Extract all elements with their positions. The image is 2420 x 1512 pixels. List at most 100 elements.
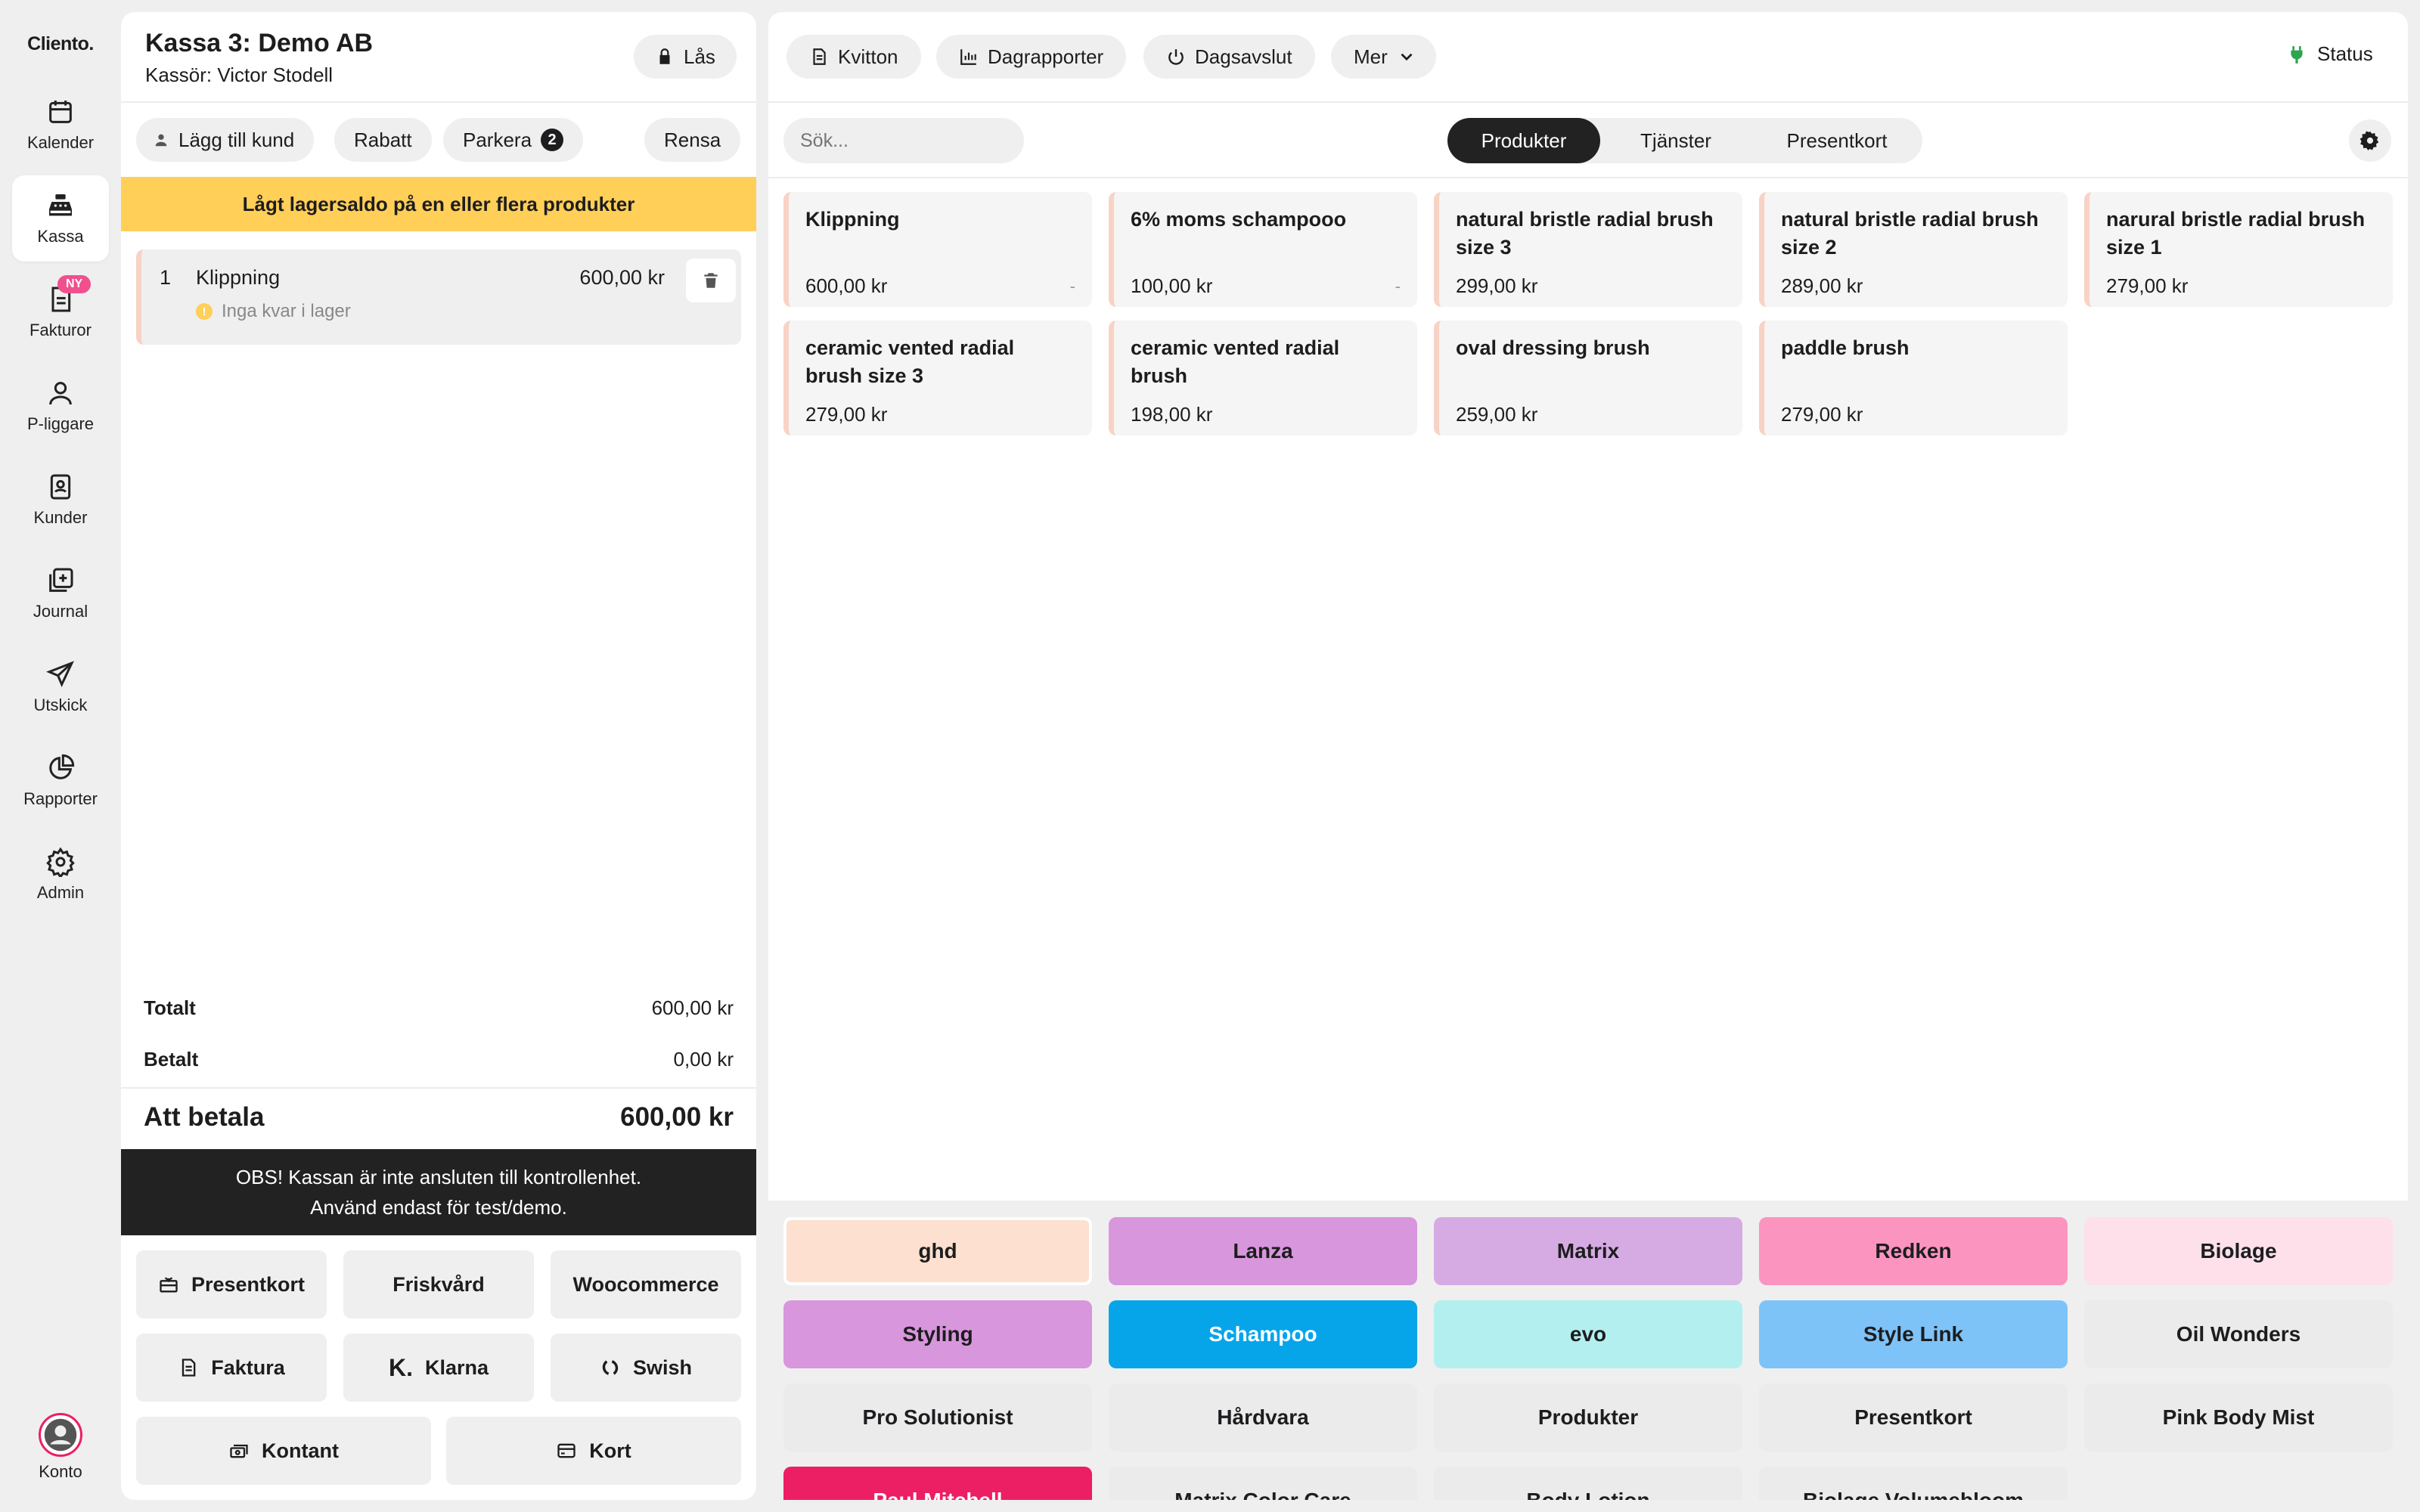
notice-line-1: OBS! Kassan är inte ansluten till kontro… (235, 1166, 642, 1188)
credit-card-icon (557, 1443, 576, 1458)
sidebar-item-rapporter[interactable]: Rapporter (12, 738, 109, 824)
add-customer-button[interactable]: Lägg till kund (136, 118, 315, 162)
product-card[interactable]: 6% moms schampooo 100,00 kr - (1109, 192, 1417, 307)
chart-icon (49, 754, 75, 779)
swish-payment-button[interactable]: Swish (551, 1334, 741, 1402)
contacts-icon (50, 474, 71, 500)
category-button[interactable]: Oil Wonders (2084, 1300, 2393, 1368)
sidebar-item-p-liggare[interactable]: P-liggare (12, 363, 109, 449)
payment-label: Swish (632, 1356, 693, 1379)
search-box[interactable] (783, 118, 1024, 163)
woocommerce-payment-button[interactable]: Woocommerce (551, 1250, 741, 1318)
product-name: ceramic vented radial brush size 3 (805, 336, 1015, 387)
category-button[interactable]: Pro Solutionist (783, 1383, 1092, 1452)
item-stock-note: Inga kvar i lager (222, 301, 351, 321)
test-mode-notice: OBS! Kassan är inte ansluten till kontro… (121, 1149, 756, 1235)
klarna-payment-button[interactable]: K. Klarna (343, 1334, 534, 1402)
category-button[interactable]: Biolage (2084, 1217, 2393, 1285)
category-button[interactable]: ghd (783, 1217, 1092, 1285)
more-dropdown[interactable]: Mer (1331, 35, 1436, 79)
discount-button[interactable]: Rabatt (334, 118, 432, 162)
category-button[interactable]: Paul Mitchell (783, 1467, 1092, 1500)
product-card[interactable]: oval dressing brush 259,00 kr (1434, 321, 1742, 435)
gift-card-icon (160, 1277, 178, 1293)
search-input[interactable] (783, 118, 1024, 163)
sidebar-item-journal[interactable]: Journal (12, 550, 109, 637)
product-card[interactable]: natural bristle radial brush size 3 299,0… (1434, 192, 1742, 307)
item-quantity: 1 (160, 266, 172, 289)
low-stock-warning: Lågt lagersaldo på en eller flera produk… (121, 177, 756, 231)
product-price: 299,00 kr (1456, 274, 1538, 297)
product-card[interactable]: ceramic vented radial brush size 3 279,00… (783, 321, 1092, 435)
category-button[interactable]: Redken (1759, 1217, 2068, 1285)
sidebar-item-kassa[interactable]: Kassa (12, 175, 109, 262)
sidebar-item-kunder[interactable]: Kunder (12, 457, 109, 543)
card-payment-button[interactable]: Kort (446, 1417, 741, 1485)
category-button[interactable]: Schampoo (1109, 1300, 1417, 1368)
amount-due-label: Att betala (144, 1102, 265, 1132)
park-count-badge: 2 (541, 129, 564, 151)
product-price: 279,00 kr (1781, 403, 1863, 426)
plug-icon (2291, 45, 2303, 64)
swish-icon (602, 1360, 619, 1375)
cart-line-item[interactable]: 1 Klippning 600,00 kr ! Inga kvar i lage… (136, 249, 741, 345)
category-button[interactable]: Produkter (1434, 1383, 1742, 1452)
cash-payment-button[interactable]: Kontant (136, 1417, 431, 1485)
product-name: natural bristle radial brush size 2 (1781, 208, 2039, 259)
discount-label: Rabatt (354, 128, 412, 151)
category-button[interactable]: Matrix Color Care (1109, 1467, 1417, 1500)
warning-icon: ! (196, 303, 213, 320)
receipts-button[interactable]: Kvitton (786, 35, 921, 79)
register-title: Kassa 3: Demo AB (145, 29, 374, 57)
category-button[interactable]: Body Lotion (1434, 1467, 1742, 1500)
lock-icon (659, 48, 670, 64)
category-button[interactable]: Presentkort (1759, 1383, 2068, 1452)
avatar-icon (39, 1413, 82, 1457)
settings-button[interactable] (2349, 119, 2391, 162)
sidebar-item-admin[interactable]: Admin (12, 832, 109, 918)
tab-produkter[interactable]: Produkter (1447, 118, 1600, 163)
lock-button[interactable]: Lås (634, 35, 737, 79)
product-card[interactable]: narural bristle radial brush size 1 279,0… (2084, 192, 2393, 307)
day-reports-button[interactable]: Dagrapporter (936, 35, 1127, 79)
tab-presentkort[interactable]: Presentkort (1786, 129, 1888, 152)
gift-card-payment-button[interactable]: Presentkort (136, 1250, 327, 1318)
notice-line-2: Använd endast för test/demo. (310, 1196, 567, 1219)
category-button[interactable]: Style Link (1759, 1300, 2068, 1368)
sidebar-item-fakturor[interactable]: NY Fakturor (12, 269, 109, 355)
sidebar-item-label: Journal (33, 602, 88, 621)
new-badge: NY (57, 275, 92, 293)
invoice-payment-button[interactable]: Faktura (136, 1334, 327, 1402)
category-button[interactable]: Lanza (1109, 1217, 1417, 1285)
park-button[interactable]: Parkera 2 (443, 118, 584, 162)
product-name: narural bristle radial brush size 1 (2106, 208, 2366, 259)
clear-button[interactable]: Rensa (644, 118, 741, 162)
paid-label: Betalt (144, 1048, 199, 1070)
sidebar-item-utskick[interactable]: Utskick (12, 644, 109, 730)
category-button[interactable]: Styling (783, 1300, 1092, 1368)
sidebar-item-konto[interactable]: Konto (12, 1402, 109, 1492)
cart-panel: Kassa 3: Demo AB Kassör: Victor Stodell … (121, 12, 756, 1500)
product-name: paddle brush (1781, 336, 1910, 359)
product-card[interactable]: ceramic vented radial brush 198,00 kr (1109, 321, 1417, 435)
day-reports-label: Dagrapporter (988, 45, 1104, 68)
category-area: ghd Lanza Matrix Redken Biolage Styling Schamp… (768, 1201, 2408, 1500)
category-button[interactable]: Pink Body Mist (2084, 1383, 2393, 1452)
product-card[interactable]: natural bristle radial brush size 2 289,0… (1759, 192, 2068, 307)
category-button[interactable]: evo (1434, 1300, 1742, 1368)
product-card[interactable]: paddle brush 279,00 kr (1759, 321, 2068, 435)
product-name: natural bristle radial brush size 3 (1456, 208, 1714, 259)
product-card[interactable]: Klippning 600,00 kr - (783, 192, 1092, 307)
product-name: Klippning (805, 208, 900, 231)
product-price: 100,00 kr (1131, 274, 1213, 297)
category-button[interactable]: Hårdvara (1109, 1383, 1417, 1452)
category-button[interactable]: Matrix (1434, 1217, 1742, 1285)
chevron-down-icon (1401, 53, 1413, 61)
category-button[interactable]: Biolage Volumebloom (1759, 1467, 2068, 1500)
wellness-payment-button[interactable]: Friskvård (343, 1250, 534, 1318)
sidebar-item-kalender[interactable]: Kalender (12, 82, 109, 168)
delete-item-button[interactable] (686, 259, 736, 302)
day-close-button[interactable]: Dagsavslut (1143, 35, 1315, 79)
tab-tjanster[interactable]: Tjänster (1640, 129, 1711, 152)
status-indicator[interactable]: Status (2287, 42, 2373, 66)
